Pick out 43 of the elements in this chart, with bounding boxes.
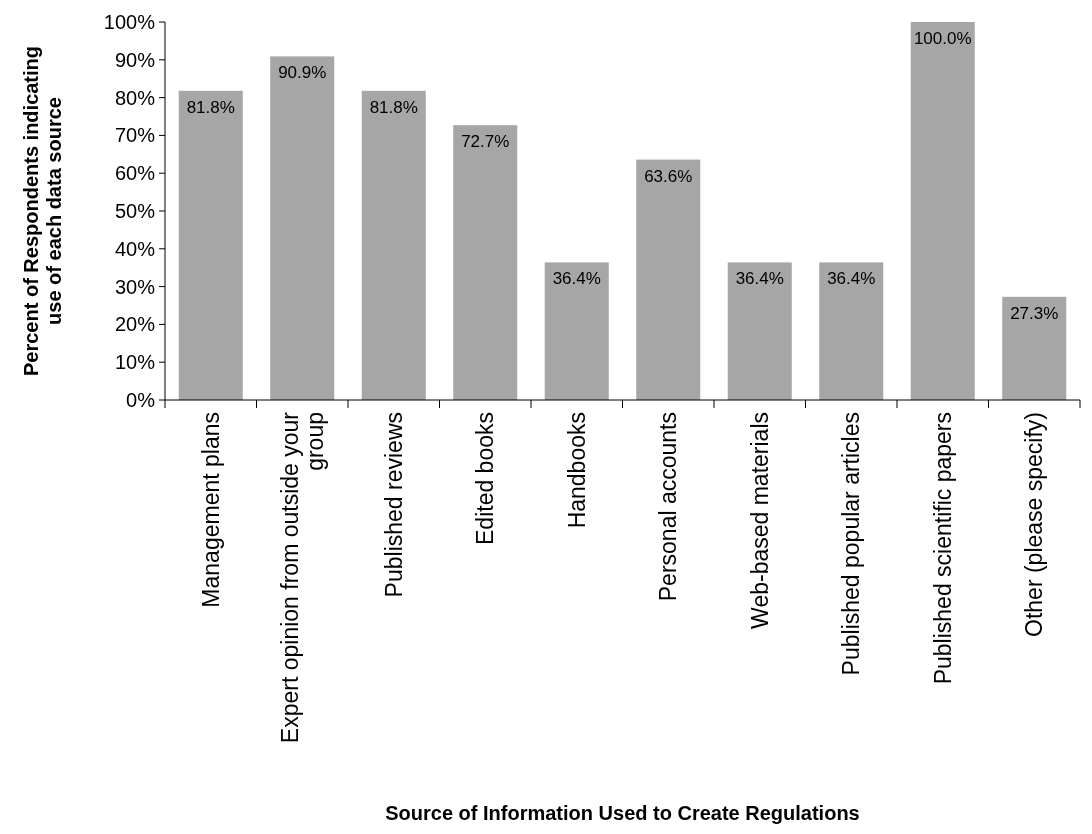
x-tick-label: Handbooks bbox=[563, 412, 590, 529]
x-tick-label: Published scientific papers bbox=[929, 412, 956, 685]
bar bbox=[1002, 296, 1067, 400]
y-tick-label: 60% bbox=[114, 162, 156, 185]
data-label: 27.3% bbox=[1010, 303, 1059, 323]
x-tick-label: Expert opinion from outside your group bbox=[276, 411, 328, 744]
data-label: 36.4% bbox=[552, 269, 601, 289]
x-tick-label: Personal accounts bbox=[655, 412, 682, 602]
y-tick-label: 0% bbox=[126, 389, 156, 411]
x-tick-label: Edited books bbox=[472, 412, 499, 545]
bar bbox=[727, 262, 792, 400]
y-tick-label: 20% bbox=[114, 313, 156, 336]
data-label: 90.9% bbox=[278, 63, 327, 83]
x-axis-title: Source of Information Used to Create Regulations bbox=[385, 802, 860, 824]
x-tick-label: Management plans bbox=[197, 412, 224, 608]
x-tick-label: Published reviews bbox=[380, 412, 407, 598]
y-tick-label: 90% bbox=[114, 48, 156, 71]
bar bbox=[544, 262, 609, 400]
y-tick-label: 50% bbox=[114, 200, 156, 222]
bar bbox=[361, 90, 426, 400]
data-label: 81.8% bbox=[186, 97, 235, 117]
bar bbox=[270, 56, 335, 400]
y-tick-label: 30% bbox=[114, 275, 156, 298]
y-axis-title: Percent of Respondents indicating use of each data source bbox=[20, 45, 65, 377]
x-tick-label: Web-based materials bbox=[746, 412, 773, 629]
data-label: 36.4% bbox=[827, 269, 876, 289]
y-tick-label: 10% bbox=[114, 351, 156, 374]
bar bbox=[636, 159, 701, 400]
data-label: 72.7% bbox=[461, 132, 510, 152]
y-tick-label: 40% bbox=[114, 237, 156, 260]
x-tick-label: Published popular articles bbox=[838, 412, 865, 676]
data-label: 81.8% bbox=[369, 97, 418, 117]
bar bbox=[453, 125, 518, 400]
bar bbox=[910, 22, 975, 400]
data-label: 63.6% bbox=[644, 166, 693, 186]
y-tick-label: 100% bbox=[103, 11, 156, 33]
x-tick-label: Other (please specify) bbox=[1021, 412, 1048, 637]
y-tick-label: 80% bbox=[114, 86, 156, 109]
data-label: 100.0% bbox=[913, 29, 972, 48]
data-label: 36.4% bbox=[735, 269, 784, 289]
y-tick-label: 70% bbox=[114, 124, 156, 147]
bar bbox=[178, 90, 243, 400]
bar bbox=[819, 262, 884, 400]
